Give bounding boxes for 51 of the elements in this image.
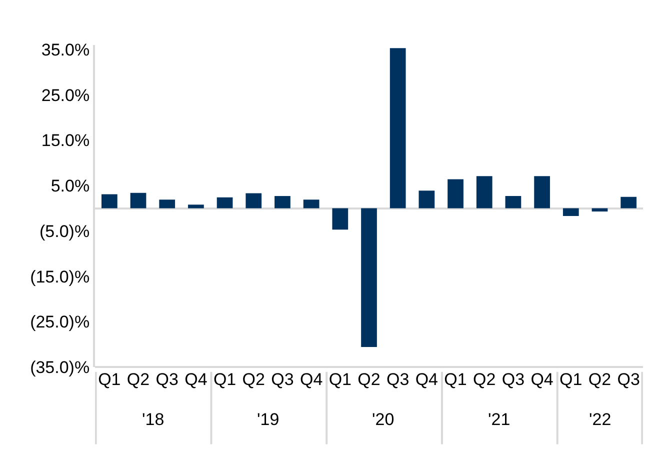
bar xyxy=(476,176,492,208)
x-tick-label: Q3 xyxy=(502,370,525,389)
bar xyxy=(361,208,377,348)
bar xyxy=(562,208,579,216)
x-tick-label: Q1 xyxy=(560,370,582,389)
bar xyxy=(620,196,637,208)
bar xyxy=(101,194,118,208)
bar xyxy=(246,193,262,208)
x-tick-label: Q4 xyxy=(184,370,208,389)
x-tick-label: Q2 xyxy=(126,370,150,389)
x-tick-label: Q3 xyxy=(156,370,178,389)
y-tick-label: (25.0)% xyxy=(30,312,90,332)
bar xyxy=(418,190,435,208)
x-tick-label: Q2 xyxy=(358,370,380,389)
x-tick-label: Q4 xyxy=(530,370,554,389)
x-tick-label: Q1 xyxy=(98,370,121,389)
bar xyxy=(505,196,522,208)
x-tick-label: Q1 xyxy=(213,370,236,389)
y-tick-label: 5.0% xyxy=(50,176,90,196)
bar xyxy=(448,179,464,208)
bar xyxy=(130,192,146,208)
x-tick-label: Q1 xyxy=(328,370,352,389)
text: '21 xyxy=(488,410,510,429)
bar xyxy=(390,48,406,208)
x-tick-label: Q2 xyxy=(242,370,265,389)
bar xyxy=(332,208,348,230)
bar xyxy=(303,200,320,208)
x-tick-label: Q4 xyxy=(300,370,323,389)
y-tick-label: 25.0% xyxy=(41,86,90,105)
x-tick-label: Q1 xyxy=(444,370,467,389)
x-tick-label: Q3 xyxy=(386,370,410,389)
bar xyxy=(274,196,290,208)
bar xyxy=(592,208,608,212)
y-tick-label: (15.0)% xyxy=(30,267,90,286)
bar xyxy=(534,176,550,208)
bar xyxy=(188,204,204,208)
y-tick-label: (5.0)% xyxy=(40,222,90,241)
x-tick-label: Q3 xyxy=(271,370,294,389)
text: '22 xyxy=(589,410,612,429)
x-tick-label: Q2 xyxy=(588,370,612,389)
x-tick-label: Q2 xyxy=(473,370,496,389)
y-tick-label: 35.0% xyxy=(41,40,90,60)
x-tick-label: Q3 xyxy=(617,370,640,389)
text: '18 xyxy=(142,410,164,429)
y-tick-label: (35.0)% xyxy=(30,358,90,377)
bar xyxy=(159,200,176,208)
y-tick-label: 15.0% xyxy=(41,131,90,150)
text: '19 xyxy=(257,410,280,429)
bar xyxy=(216,197,233,208)
x-tick-label: Q4 xyxy=(415,370,438,389)
text: '20 xyxy=(372,410,394,429)
